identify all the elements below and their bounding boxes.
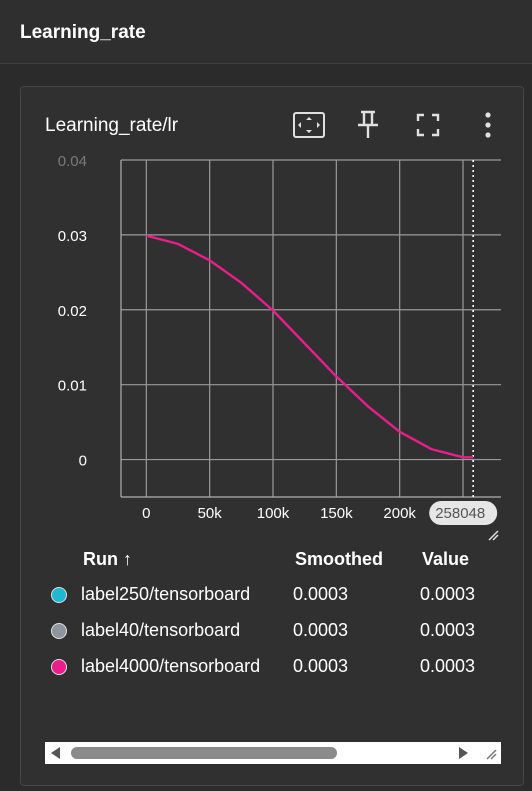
- scroll-right-icon[interactable]: [459, 747, 468, 759]
- chart-resize-handle[interactable]: [487, 529, 499, 541]
- x-tick-label: 50k: [198, 505, 223, 522]
- scalar-card: Learning_rate/lr 0 0.01 0.02 0.03 0.04 0 50k 10…: [20, 86, 524, 786]
- scrollbar-thumb[interactable]: [71, 747, 337, 759]
- run-name: label250/tensorboard: [81, 584, 251, 604]
- x-tick-label: 0: [142, 505, 150, 522]
- y-tick-label: 0.02: [58, 303, 87, 320]
- cursor-badge: [429, 501, 498, 525]
- run-value: 0.0003: [420, 656, 476, 676]
- x-tick-label: 150k: [320, 505, 353, 522]
- fit-domain-button[interactable]: [291, 107, 327, 143]
- run-value: 0.0003: [420, 620, 476, 640]
- fullscreen-icon: [416, 113, 440, 137]
- x-tick-label: 200k: [383, 505, 416, 522]
- lr-chart[interactable]: 0 0.01 0.02 0.03 0.04 0 50k 100k 150k 200k 258048: [21, 87, 525, 537]
- run-smoothed: 0.0003: [293, 656, 349, 676]
- run-color-dot: [51, 659, 67, 675]
- table-row: label250/tensorboard 0.0003 0.0003: [21, 580, 525, 610]
- fit-domain-icon: [293, 112, 325, 138]
- pin-button[interactable]: [350, 107, 386, 143]
- card-title: Learning_rate/lr: [45, 115, 179, 136]
- header-run[interactable]: Run ↑: [83, 549, 132, 569]
- x-tick-label: 100k: [257, 505, 290, 522]
- table-row: label4000/tensorboard 0.0003 0.0003: [21, 652, 525, 682]
- y-tick-label: 0.01: [58, 378, 87, 395]
- cursor-readout: 258048: [435, 505, 485, 522]
- section-header: Learning_rate: [0, 0, 532, 64]
- section-title: Learning_rate: [20, 22, 146, 43]
- table-row: label40/tensorboard 0.0003 0.0003: [21, 616, 525, 646]
- run-smoothed: 0.0003: [293, 620, 349, 640]
- y-tick-label: 0: [79, 453, 87, 470]
- run-smoothed: 0.0003: [293, 584, 349, 604]
- scroll-left-icon[interactable]: [51, 747, 60, 759]
- fullscreen-button[interactable]: [410, 107, 446, 143]
- run-color-dot: [51, 623, 67, 639]
- pin-icon: [358, 110, 378, 138]
- horizontal-scrollbar[interactable]: [45, 742, 501, 764]
- header-smoothed[interactable]: Smoothed: [295, 549, 383, 569]
- more-vert-icon: [485, 112, 491, 138]
- series-line: [145, 234, 474, 459]
- table-resize-handle[interactable]: [485, 748, 497, 760]
- run-value: 0.0003: [420, 584, 476, 604]
- y-tick-label: 0.04: [58, 153, 87, 170]
- run-color-dot: [51, 587, 67, 603]
- run-name: label4000/tensorboard: [81, 656, 261, 676]
- y-tick-label: 0.03: [58, 228, 87, 245]
- header-value[interactable]: Value: [422, 549, 470, 569]
- more-button[interactable]: [470, 107, 506, 143]
- run-name: label40/tensorboard: [81, 620, 241, 640]
